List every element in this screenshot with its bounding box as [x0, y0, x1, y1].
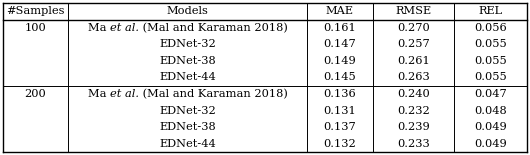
Text: et al.: et al.	[110, 23, 139, 33]
Text: 0.147: 0.147	[323, 39, 356, 49]
Text: 0.049: 0.049	[474, 122, 507, 132]
Text: 0.132: 0.132	[323, 139, 356, 149]
Text: 0.263: 0.263	[397, 73, 430, 82]
Text: 0.137: 0.137	[323, 122, 356, 132]
Text: Models: Models	[166, 6, 208, 16]
Text: 0.257: 0.257	[397, 39, 430, 49]
Text: 0.047: 0.047	[474, 89, 507, 99]
Text: 0.056: 0.056	[474, 23, 507, 33]
Text: 0.055: 0.055	[474, 73, 507, 82]
Text: (Mal and Karaman 2018): (Mal and Karaman 2018)	[139, 89, 288, 99]
Text: #Samples: #Samples	[6, 6, 65, 16]
Text: 0.145: 0.145	[323, 73, 356, 82]
Text: 200: 200	[24, 89, 46, 99]
Text: EDNet-32: EDNet-32	[159, 106, 216, 116]
Text: 0.239: 0.239	[397, 122, 430, 132]
Text: 0.240: 0.240	[397, 89, 430, 99]
Text: REL: REL	[479, 6, 502, 16]
Text: 0.232: 0.232	[397, 106, 430, 116]
Text: 0.161: 0.161	[323, 23, 356, 33]
Text: 0.261: 0.261	[397, 56, 430, 66]
Text: 0.270: 0.270	[397, 23, 430, 33]
Text: 0.055: 0.055	[474, 39, 507, 49]
Text: 0.055: 0.055	[474, 56, 507, 66]
Text: RMSE: RMSE	[395, 6, 431, 16]
Text: Ma: Ma	[87, 89, 110, 99]
Text: EDNet-38: EDNet-38	[159, 122, 216, 132]
Text: EDNet-32: EDNet-32	[159, 39, 216, 49]
Text: Ma: Ma	[87, 23, 110, 33]
Text: 0.149: 0.149	[323, 56, 356, 66]
Text: 0.233: 0.233	[397, 139, 430, 149]
Text: et al.: et al.	[110, 89, 139, 99]
Text: 0.136: 0.136	[323, 89, 356, 99]
Text: 0.049: 0.049	[474, 139, 507, 149]
Text: EDNet-38: EDNet-38	[159, 56, 216, 66]
Text: EDNet-44: EDNet-44	[159, 139, 216, 149]
Text: (Mal and Karaman 2018): (Mal and Karaman 2018)	[139, 23, 288, 33]
Text: 0.131: 0.131	[323, 106, 356, 116]
Text: EDNet-44: EDNet-44	[159, 73, 216, 82]
Text: MAE: MAE	[326, 6, 354, 16]
Text: 0.048: 0.048	[474, 106, 507, 116]
Text: 100: 100	[24, 23, 46, 33]
